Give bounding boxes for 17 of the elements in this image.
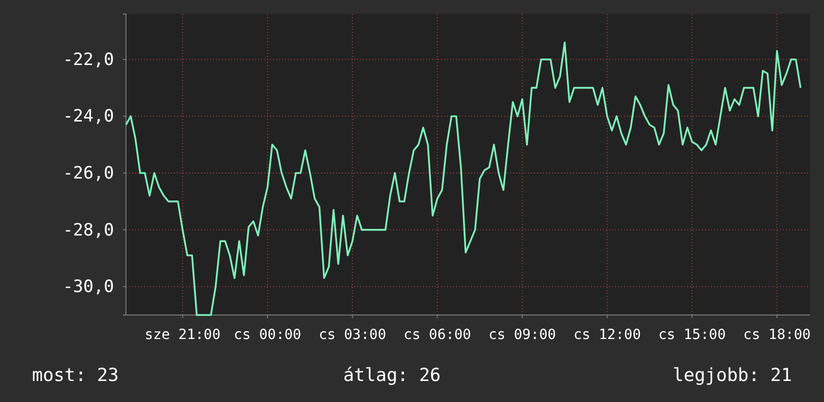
x-tick-label: cs 15:00 <box>658 327 726 344</box>
x-tick-label: cs 09:00 <box>488 327 556 344</box>
y-tick-label: -24,0 <box>62 106 114 127</box>
y-tick-label: -30,0 <box>62 277 114 298</box>
y-tick-label: -22,0 <box>62 50 114 70</box>
y-tick-label: -28,0 <box>62 220 114 240</box>
text: átlag: 26 <box>343 365 441 386</box>
x-tick-label: cs 03:00 <box>318 327 386 344</box>
x-tick-label: cs 06:00 <box>404 327 472 344</box>
y-tick-label: -26,0 <box>62 163 114 184</box>
x-tick-label: sze 21:00 <box>144 327 221 344</box>
x-tick-label: cs 18:00 <box>743 327 811 344</box>
line-series <box>125 41 802 316</box>
text: legjobb: 21 <box>672 365 792 386</box>
x-tick-label: cs 00:00 <box>234 327 302 344</box>
x-tick-label: cs 12:00 <box>573 327 641 344</box>
text: most: 23 <box>32 365 119 386</box>
